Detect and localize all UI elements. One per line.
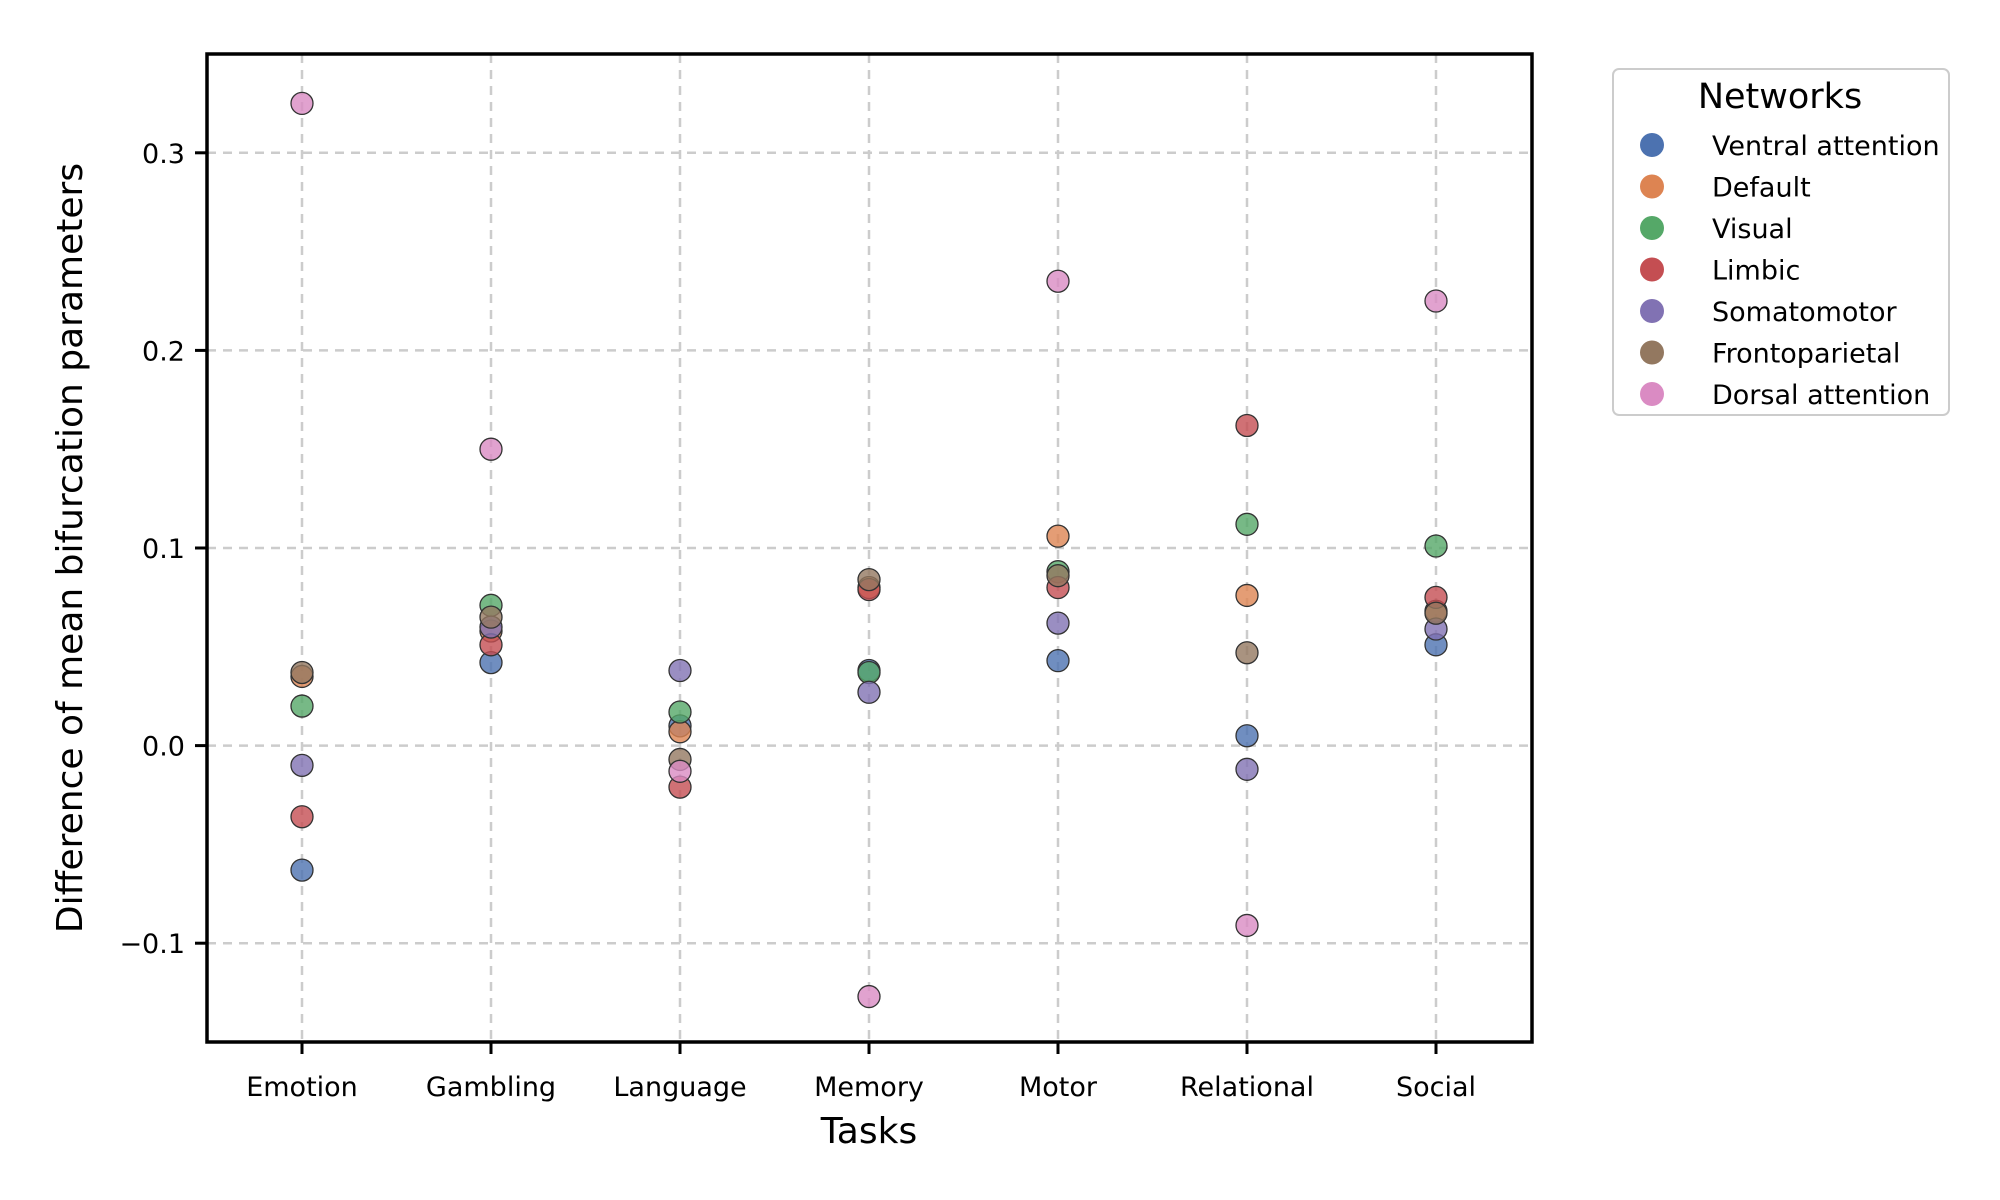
x-tick-label: Memory (814, 1072, 924, 1103)
data-point-somatomotor (1235, 757, 1259, 781)
legend-marker-limbic (1640, 257, 1664, 282)
legend-marker-default (1640, 174, 1664, 199)
data-point-somatomotor (668, 658, 692, 683)
data-point-dorsal-attention (290, 91, 314, 116)
y-tick-label: −0.1 (119, 929, 185, 960)
legend: Networks Ventral attention Default Visual L… (1612, 68, 1950, 416)
grid-lines (207, 54, 1532, 1042)
y-tick-label: 0.1 (142, 534, 185, 565)
data-point-dorsal-attention (857, 984, 881, 1009)
legend-label-ventral-attention: Ventral attention (1712, 131, 1940, 162)
legend-label-frontoparietal: Frontoparietal (1712, 339, 1900, 370)
data-points (290, 91, 1448, 1009)
x-tick-label: Gambling (426, 1072, 556, 1103)
data-point-visual (857, 660, 881, 685)
data-point-somatomotor (857, 680, 881, 704)
data-point-somatomotor (1046, 611, 1070, 635)
data-point-limbic (1235, 413, 1259, 438)
y-tick-label: 0.0 (142, 732, 185, 763)
data-point-limbic (290, 805, 314, 829)
x-axis-label: Tasks (820, 1111, 917, 1152)
data-point-default (668, 720, 692, 744)
data-point-ventral-attention (1046, 648, 1070, 673)
x-tick-label: Emotion (246, 1072, 358, 1103)
data-point-ventral-attention (290, 858, 314, 882)
data-point-default (1046, 524, 1070, 548)
data-point-dorsal-attention (479, 437, 503, 461)
legend-marker-visual (1640, 216, 1664, 240)
x-axis-ticks: Emotion Gambling Language Memory Motor Relati… (246, 1042, 1476, 1103)
legend-label-default: Default (1712, 173, 1811, 204)
data-point-frontoparietal (290, 660, 314, 685)
data-point-frontoparietal (479, 605, 503, 629)
data-point-default (1235, 583, 1259, 608)
x-tick-label: Social (1396, 1072, 1476, 1103)
legend-marker-frontoparietal (1640, 340, 1664, 365)
data-point-visual (290, 694, 314, 718)
legend-label-dorsal-attention: Dorsal attention (1712, 380, 1930, 411)
y-tick-label: 0.2 (142, 336, 185, 367)
data-point-frontoparietal (857, 567, 881, 592)
legend-label-visual: Visual (1712, 214, 1793, 245)
x-tick-label: Language (613, 1072, 746, 1103)
data-point-visual (668, 700, 692, 724)
x-tick-label: Motor (1019, 1072, 1098, 1103)
data-point-dorsal-attention (1235, 913, 1259, 938)
y-axis-label: Difference of mean bifurcation parameter… (50, 163, 91, 933)
data-point-frontoparietal (1046, 564, 1070, 588)
legend-box (1612, 68, 1950, 416)
data-point-dorsal-attention (1424, 289, 1448, 313)
y-axis-ticks: −0.1 0.0 0.1 0.2 0.3 (119, 139, 207, 960)
data-point-ventral-attention (1235, 724, 1259, 748)
y-tick-label: 0.3 (142, 139, 185, 170)
legend-marker-ventral-attention (1640, 133, 1664, 157)
data-point-visual (1424, 534, 1448, 558)
legend-marker-dorsal-attention (1640, 382, 1664, 406)
legend-items: Ventral attention Default Visual Limbic Soma… (1640, 131, 1940, 411)
data-point-frontoparietal (1424, 601, 1448, 625)
legend-label-somatomotor: Somatomotor (1712, 297, 1898, 328)
data-point-somatomotor (290, 753, 314, 778)
legend-title: Networks (1698, 77, 1862, 117)
legend-label-limbic: Limbic (1712, 256, 1800, 287)
data-point-dorsal-attention (1046, 269, 1070, 293)
legend-marker-somatomotor (1640, 299, 1664, 323)
data-point-visual (1235, 512, 1259, 536)
x-tick-label: Relational (1180, 1072, 1314, 1103)
data-point-dorsal-attention (668, 759, 692, 783)
data-point-frontoparietal (1235, 641, 1259, 665)
